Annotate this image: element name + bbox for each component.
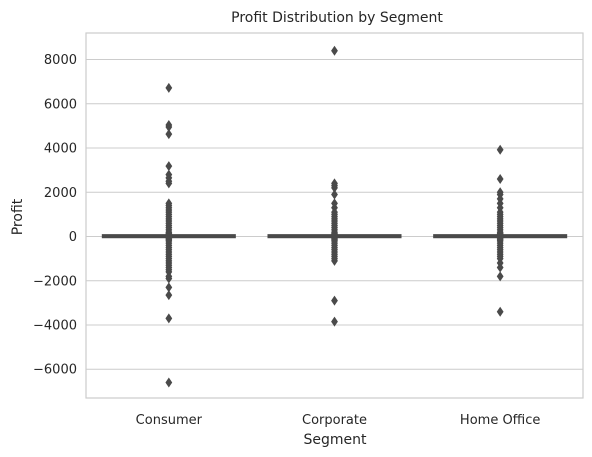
- outlier-point: [496, 144, 504, 155]
- y-tick-labels: −6000 −4000 −2000 0 2000 4000 6000 8000: [33, 53, 77, 378]
- y-tick-label: 2000: [44, 186, 77, 201]
- outlier-point: [165, 178, 173, 189]
- chart-title: Profit Distribution by Segment: [231, 10, 443, 26]
- outlier-point: [165, 282, 173, 293]
- outlier-point: [165, 122, 173, 133]
- outlier-point: [496, 262, 504, 273]
- x-tick-label: Corporate: [302, 413, 367, 428]
- outlier-point: [165, 129, 173, 140]
- box-home-office: [433, 144, 568, 317]
- x-tick-label: Consumer: [136, 413, 203, 428]
- outlier-point: [165, 313, 173, 324]
- y-tick-label: −4000: [33, 319, 77, 334]
- x-tick-label: Home Office: [460, 413, 540, 428]
- box-consumer: [101, 82, 236, 388]
- outlier-point: [331, 189, 338, 200]
- y-tick-label: 0: [69, 230, 77, 245]
- outlier-point: [331, 255, 338, 266]
- plot-frame: [85, 32, 584, 399]
- x-tick-labels: Consumer Corporate Home Office: [136, 413, 541, 428]
- outlier-point: [165, 82, 173, 93]
- y-tick-label: −2000: [33, 274, 77, 289]
- outlier-point: [496, 306, 504, 317]
- outlier-point: [331, 45, 338, 56]
- y-tick-label: 6000: [44, 97, 77, 112]
- outlier-point: [496, 174, 504, 184]
- outlier-point: [331, 182, 338, 193]
- y-tick-label: −6000: [33, 363, 77, 378]
- y-tick-label: 4000: [44, 142, 77, 157]
- outlier-point: [331, 295, 338, 306]
- outlier-point: [165, 290, 173, 301]
- outlier-point: [496, 271, 504, 282]
- y-axis-title: Profit: [10, 198, 26, 235]
- x-axis-title: Segment: [304, 432, 368, 448]
- outlier-point: [165, 273, 173, 284]
- y-tick-label: 8000: [44, 53, 77, 68]
- box-corporate: [267, 45, 402, 327]
- outlier-point: [165, 377, 173, 388]
- outlier-point: [331, 316, 338, 327]
- box-series: [101, 45, 568, 388]
- outlier-point: [165, 161, 173, 172]
